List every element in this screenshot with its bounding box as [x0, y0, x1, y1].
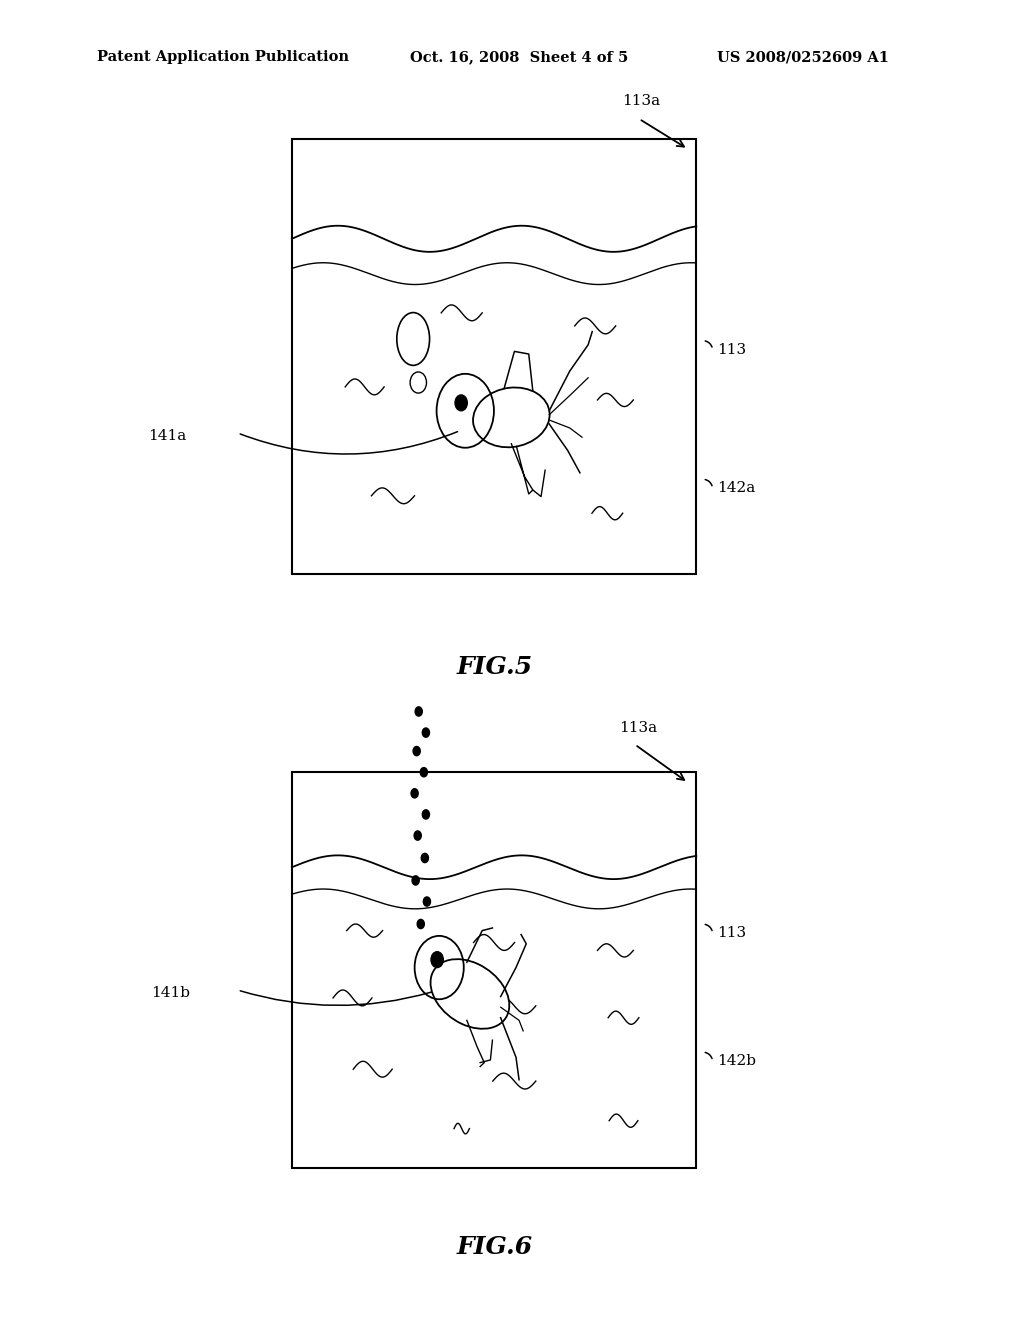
Text: 141b: 141b	[152, 986, 190, 999]
Circle shape	[413, 746, 420, 755]
Circle shape	[415, 708, 422, 715]
Text: 113a: 113a	[620, 721, 657, 735]
Text: 113a: 113a	[623, 94, 660, 108]
Text: US 2008/0252609 A1: US 2008/0252609 A1	[717, 50, 889, 65]
Bar	[292, 772, 696, 1168]
Circle shape	[414, 832, 421, 841]
Circle shape	[423, 898, 430, 906]
Text: Patent Application Publication: Patent Application Publication	[97, 50, 349, 65]
Text: FIG.5: FIG.5	[457, 655, 532, 678]
Ellipse shape	[473, 388, 550, 447]
Text: 113: 113	[717, 343, 745, 356]
Circle shape	[417, 919, 424, 929]
Text: 142a: 142a	[717, 482, 755, 495]
Circle shape	[421, 853, 428, 863]
Text: 142b: 142b	[717, 1055, 756, 1068]
Circle shape	[455, 395, 467, 411]
Circle shape	[422, 727, 429, 737]
Circle shape	[422, 809, 429, 818]
Bar	[292, 139, 696, 574]
Circle shape	[411, 788, 418, 797]
Circle shape	[412, 876, 419, 884]
Text: Oct. 16, 2008  Sheet 4 of 5: Oct. 16, 2008 Sheet 4 of 5	[410, 50, 628, 65]
Ellipse shape	[396, 313, 430, 366]
Text: 141a: 141a	[148, 429, 186, 442]
Text: FIG.6: FIG.6	[457, 1236, 532, 1259]
Circle shape	[431, 952, 443, 968]
Circle shape	[420, 767, 427, 776]
Ellipse shape	[430, 960, 509, 1028]
Text: 113: 113	[717, 927, 745, 940]
